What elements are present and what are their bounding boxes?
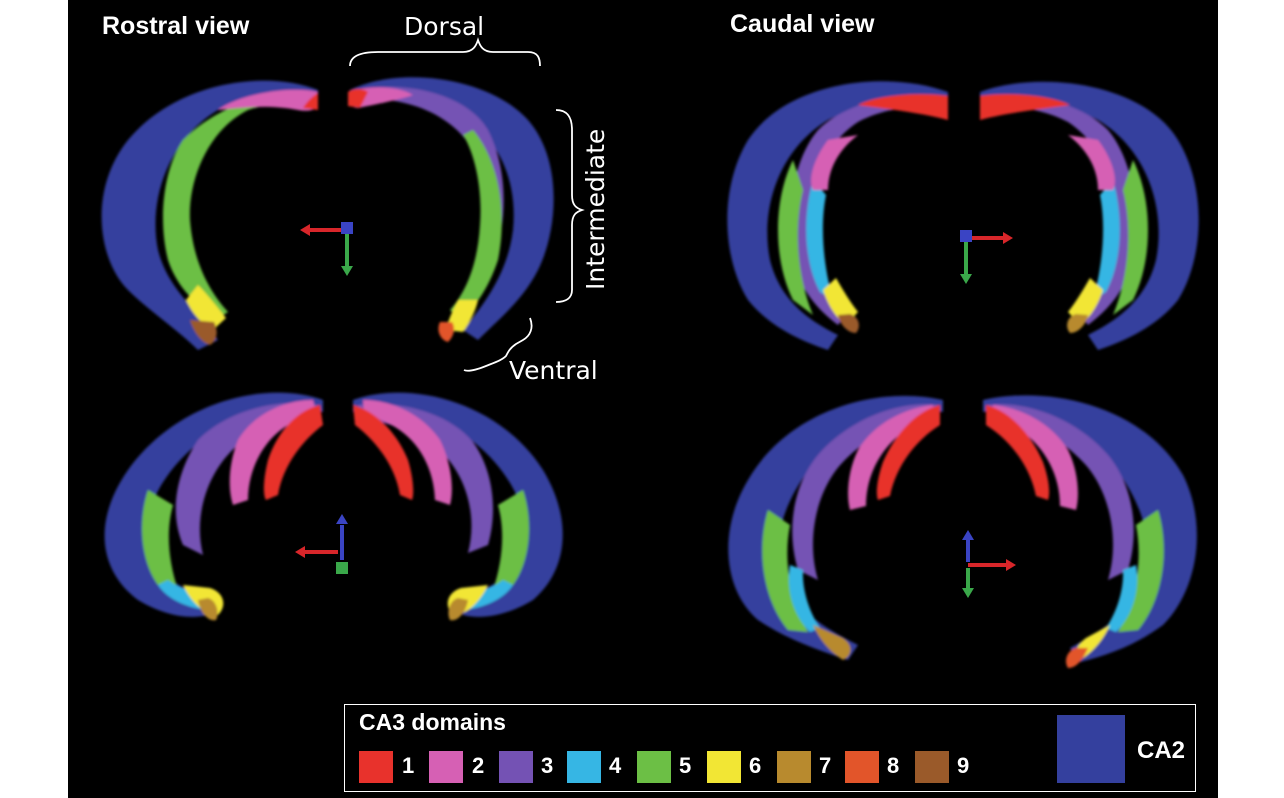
dorsal-label: Dorsal: [404, 12, 485, 41]
swatch-domain-4: [567, 751, 601, 783]
swatch-label-2: 2: [472, 753, 485, 778]
hippocampus-renderings: [101, 37, 1199, 668]
intermediate-label-wrap: Intermediate: [581, 120, 611, 290]
rostral-lower-right-hemisphere: [353, 392, 563, 621]
swatch-label-8: 8: [887, 753, 900, 778]
swatch-domain-7: [777, 751, 811, 783]
rostral-upper-right-hemisphere: [348, 77, 554, 342]
ventral-brace: [463, 317, 533, 372]
swatch-label-1: 1: [402, 753, 415, 778]
caudal-lower-left-hemisphere: [728, 395, 943, 660]
swatch-label-6: 6: [749, 753, 762, 778]
caudal-view-title: Caudal view: [730, 10, 875, 38]
swatch-domain-6: [707, 751, 741, 783]
axis-indicator-caudal-upper: [960, 230, 1013, 284]
axis-indicator-rostral-upper: [300, 222, 353, 276]
rostral-upper-left-hemisphere: [101, 80, 319, 351]
swatch-label-4: 4: [609, 753, 622, 778]
ca2-label: CA2: [1137, 737, 1186, 764]
swatch-domain-5: [637, 751, 671, 783]
caudal-upper-right-hemisphere: [980, 81, 1199, 350]
swatch-domain-8: [845, 751, 879, 783]
rostral-view-title: Rostral view: [102, 12, 250, 40]
swatch-label-5: 5: [679, 753, 692, 778]
axis-indicator-caudal-lower: [962, 530, 1016, 598]
swatch-label-9: 9: [957, 753, 970, 778]
figure-panel: Rostral view Caudal view: [68, 0, 1218, 798]
swatch-domain-9: [915, 751, 949, 783]
legend-title: CA3 domains: [359, 709, 506, 735]
intermediate-brace: [555, 109, 585, 303]
caudal-upper-left-hemisphere: [727, 81, 948, 350]
swatch-label-7: 7: [819, 753, 832, 778]
caudal-lower-right-hemisphere: [983, 395, 1197, 668]
intermediate-label: Intermediate: [581, 128, 610, 290]
swatch-label-3: 3: [541, 753, 554, 778]
legend-box: CA3 domains 1 2 3 4 5 6 7 8 9 CA2: [344, 704, 1196, 792]
swatch-ca2: [1057, 715, 1125, 783]
swatch-domain-3: [499, 751, 533, 783]
rostral-lower-left-hemisphere: [104, 392, 323, 621]
swatch-domain-1: [359, 751, 393, 783]
dorsal-brace: [349, 37, 541, 67]
ventral-label: Ventral: [509, 356, 598, 385]
axis-indicator-rostral-lower: [295, 514, 348, 574]
swatch-domain-2: [429, 751, 463, 783]
